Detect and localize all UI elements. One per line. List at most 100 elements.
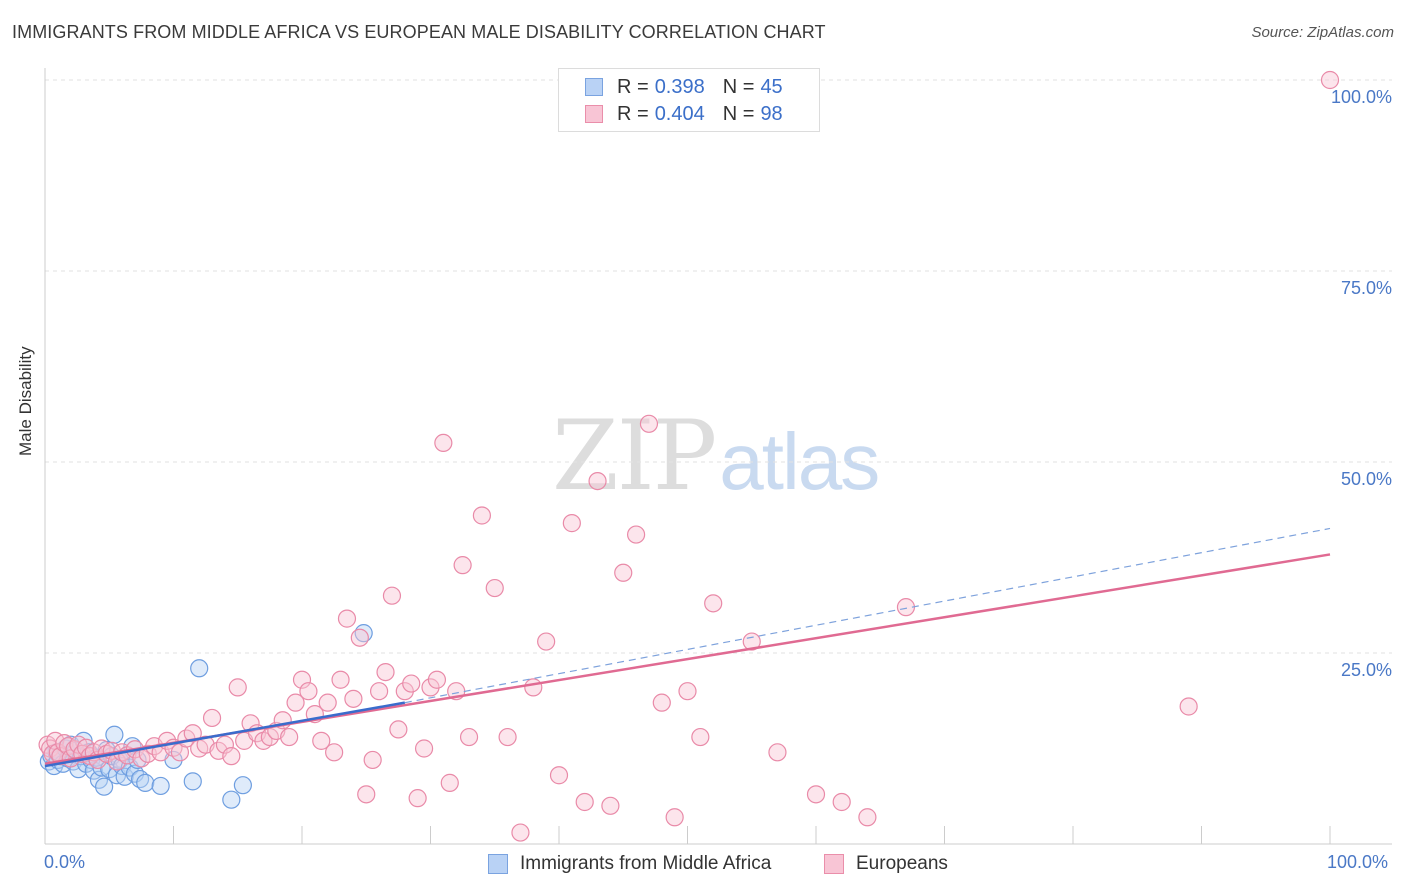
point-europeans [806,785,826,804]
legend-swatch-blue [585,78,603,96]
legend-n-label: N = [722,102,755,125]
point-immigrants [105,725,124,744]
point-europeans [344,689,363,708]
point-immigrants [222,790,241,809]
point-europeans [421,678,440,697]
point-europeans [363,750,382,770]
point-europeans [331,670,350,689]
point-europeans [376,662,395,682]
point-europeans [228,678,247,697]
point-europeans [370,682,389,701]
point-europeans [575,792,594,812]
point-immigrants [125,764,145,783]
point-europeans [562,514,581,533]
legend-r-value: 0.398 [654,75,705,98]
trend-immigrants [44,701,406,768]
bottom-legend-label-immigrants: Immigrants from Middle Africa [520,853,772,874]
point-europeans [832,792,851,812]
legend-swatch-pink [585,105,603,123]
point-europeans [382,586,402,605]
legend-n-value: 45 [760,75,783,98]
point-europeans [768,743,787,762]
point-europeans [337,609,357,628]
point-europeans [414,739,434,758]
x-tick-label-100: 100.0% [1327,852,1389,872]
point-europeans [601,796,620,815]
point-europeans [524,678,543,697]
point-europeans [704,594,723,613]
point-europeans [511,823,530,842]
point-europeans [312,731,331,750]
bottom-legend-immigrants: Immigrants from Middle Africa [488,852,771,876]
point-immigrants [151,776,170,796]
point-immigrants [115,767,134,786]
point-europeans [549,766,569,785]
bottom-legend-label-europeans: Europeans [856,853,948,874]
point-europeans [280,727,299,747]
watermark-zip: ZIP [552,400,717,512]
point-europeans [292,670,312,689]
point-europeans [588,472,607,491]
point-europeans [202,708,222,728]
point-europeans [350,628,369,647]
point-europeans [408,789,427,808]
legend-row-europeans: R = 0.404 N = 98 [585,101,783,127]
point-immigrants [190,659,209,678]
trend-immigrants-extension [404,527,1331,704]
grid-layer [45,79,1392,654]
x-tick-label-0: 0.0% [44,852,86,872]
y-tick-label-50: 50.0% [1340,469,1392,489]
legend-n-label: N = [722,75,755,98]
point-europeans [614,563,633,582]
point-europeans [691,727,710,747]
series-europeans-points [38,70,1340,842]
point-immigrants [95,777,114,796]
legend-r-label: R = [617,102,649,125]
y-tick-label-25: 25.0% [1340,660,1392,680]
point-europeans [485,578,504,598]
point-europeans [357,785,376,804]
point-europeans [665,808,684,827]
point-europeans [742,632,761,651]
axis-layer [44,68,1392,845]
y-tick-label-75: 75.0% [1340,278,1392,298]
y-axis-label: Male Disability [16,346,35,456]
point-immigrants [183,772,202,791]
point-europeans [858,808,877,827]
bottom-legend-europeans: Europeans [824,852,948,876]
point-europeans [325,743,344,762]
point-europeans [427,670,447,689]
bottom-legend-swatch-blue [488,854,508,874]
point-europeans [215,735,234,754]
point-europeans [1179,697,1198,716]
point-europeans [459,727,479,747]
trend-layer [44,527,1331,768]
point-europeans [286,693,305,712]
point-immigrants [233,776,252,795]
point-europeans [402,674,421,693]
point-europeans [639,414,659,433]
point-europeans [472,506,491,525]
legend-r-label: R = [617,75,649,98]
source-label: Source: ZipAtlas.com [1251,24,1394,41]
point-europeans [652,693,671,712]
bottom-legend-swatch-pink [824,854,844,874]
point-europeans [678,682,697,701]
point-europeans [299,682,318,701]
point-europeans [183,724,202,743]
point-europeans [389,720,408,739]
point-europeans [537,632,556,651]
point-europeans [1320,70,1340,90]
point-europeans [318,693,337,712]
point-immigrants [136,773,155,792]
legend-row-immigrants: R = 0.398 N = 45 [585,74,783,100]
point-europeans [498,727,517,747]
point-europeans [434,433,453,452]
chart-title: IMMIGRANTS FROM MIDDLE AFRICA VS EUROPEA… [12,22,826,42]
legend-n-value: 98 [760,102,783,125]
legend-r-value: 0.404 [654,102,705,125]
point-europeans [453,556,472,575]
correlation-legend: R = 0.398 N = 45 R = 0.404 N = 98 [558,68,820,132]
point-europeans [222,747,241,766]
y-tick-label-100: 100.0% [1330,87,1392,107]
